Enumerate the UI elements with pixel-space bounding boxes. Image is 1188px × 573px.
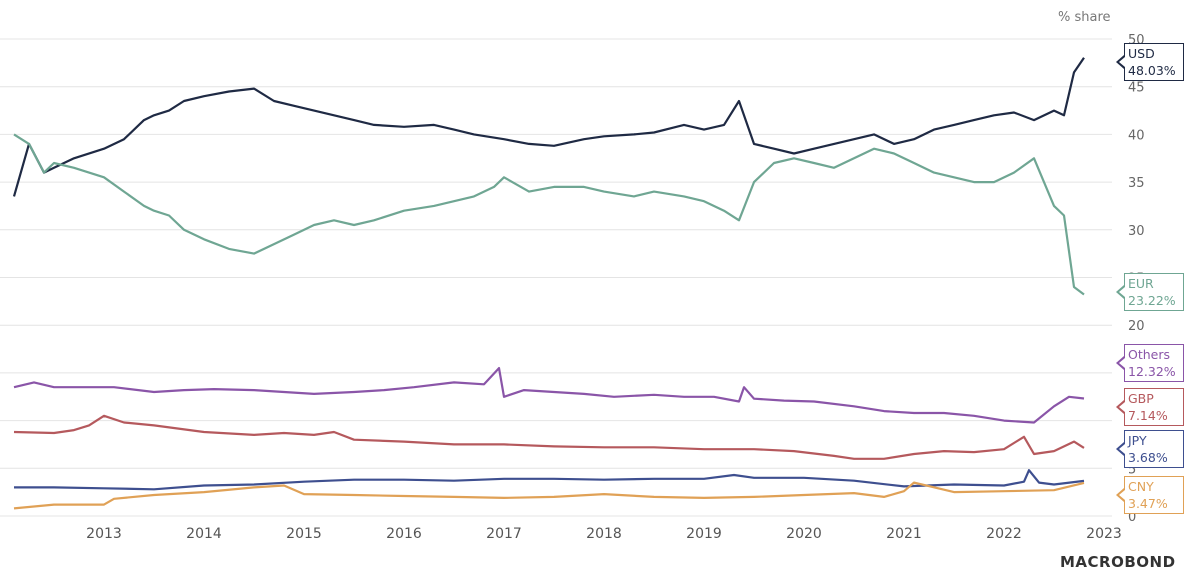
end-label-gbp-value: 7.14% xyxy=(1128,408,1168,423)
end-label-jpy-value: 3.68% xyxy=(1128,450,1168,465)
end-label-usd: USD 48.03% xyxy=(1116,43,1184,81)
x-tick-label: 2016 xyxy=(386,526,422,542)
y-tick-label: 30 xyxy=(1128,224,1145,239)
series-line-eur xyxy=(13,133,1085,296)
end-label-eur-value: 23.22% xyxy=(1128,293,1176,308)
series-line-others xyxy=(13,367,1085,424)
end-label-cny-value: 3.47% xyxy=(1128,496,1168,511)
x-tick-label: 2021 xyxy=(886,526,922,542)
series-line-cny xyxy=(13,481,1085,510)
end-label-gbp-name: GBP xyxy=(1128,391,1154,406)
end-label-usd-name: USD xyxy=(1128,46,1155,61)
y-tick-label: 40 xyxy=(1128,128,1145,143)
series-line-usd xyxy=(12,57,1085,197)
end-label-others: Others 12.32% xyxy=(1116,344,1184,382)
x-tick-label: 2017 xyxy=(486,526,522,542)
end-label-others-value: 12.32% xyxy=(1128,364,1176,379)
y-tick-label: 0 xyxy=(1128,510,1136,525)
x-tick-label: 2019 xyxy=(686,526,722,542)
series-line-jpy xyxy=(14,469,1085,491)
series-line-gbp xyxy=(13,414,1085,460)
end-label-eur: EUR 23.22% xyxy=(1116,273,1184,311)
y-axis-unit-label: % share xyxy=(1058,10,1111,25)
end-label-cny: CNY 3.47% xyxy=(1116,476,1184,514)
series-lines xyxy=(12,57,1085,510)
y-tick-label: 5 xyxy=(1128,462,1136,477)
x-tick-label: 2015 xyxy=(286,526,322,542)
x-axis-ticks: 2013 2014 2015 2016 2017 2018 2019 2020 2021 2022… xyxy=(86,526,1122,542)
x-tick-label: 2018 xyxy=(586,526,622,542)
y-tick-label: 35 xyxy=(1128,176,1145,191)
end-label-eur-name: EUR xyxy=(1128,276,1154,291)
x-tick-label: 2013 xyxy=(86,526,122,542)
y-tick-label: 45 xyxy=(1128,81,1145,96)
x-tick-label: 2020 xyxy=(786,526,822,542)
x-tick-label: 2023 xyxy=(1086,526,1122,542)
end-label-jpy-name: JPY xyxy=(1128,433,1147,448)
end-label-others-name: Others xyxy=(1128,347,1171,362)
x-tick-label: 2022 xyxy=(986,526,1022,542)
y-tick-label: 20 xyxy=(1128,319,1145,334)
end-label-usd-value: 48.03% xyxy=(1128,63,1176,78)
x-tick-label: 2014 xyxy=(186,526,222,542)
macrobond-logo: MACROBOND xyxy=(1060,553,1176,571)
end-label-cny-name: CNY xyxy=(1128,479,1154,494)
end-label-jpy: JPY 3.68% xyxy=(1116,430,1184,468)
end-label-gbp: GBP 7.14% xyxy=(1116,388,1184,426)
